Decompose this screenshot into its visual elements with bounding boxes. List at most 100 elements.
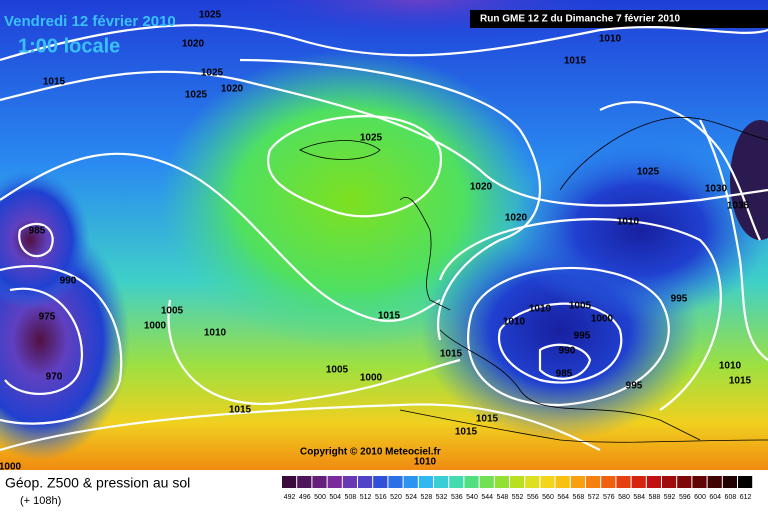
scale-swatch [631,476,646,488]
scale-swatch [449,476,464,488]
scale-swatch [297,476,312,488]
isobar-label: 1005 [569,301,592,312]
isobar-label: 1000 [591,314,614,325]
isobar-label: 1000 [144,321,167,332]
scale-label: 528 [421,494,433,501]
scale-swatch [707,476,722,488]
scale-swatch [677,476,692,488]
footer-title: Géop. Z500 & pression au sol [5,475,190,491]
map-date: Vendredi 12 février 2010 [4,13,176,30]
scale-label: 556 [527,494,539,501]
isobar-label: 975 [39,312,56,323]
isobar-label: 1025 [185,90,208,101]
isobar-label: 1005 [326,365,349,376]
isobar-label: 1025 [201,68,224,79]
scale-swatch [312,476,327,488]
scale-label: 608 [725,494,737,501]
scale-label: 544 [481,494,493,501]
scale-swatch [616,476,631,488]
scale-swatch [342,476,357,488]
scale-label: 580 [618,494,630,501]
scale-swatch [418,476,433,488]
scale-swatch [388,476,403,488]
isobar-label: 990 [60,276,77,287]
scale-label: 524 [405,494,417,501]
isobar-label: 1010 [719,361,742,372]
isobar-label: 995 [626,381,643,392]
scale-label: 492 [284,494,296,501]
map-background [0,0,768,470]
scale-label: 512 [360,494,372,501]
isobar-label: 1005 [161,306,184,317]
scale-swatch [494,476,509,488]
map-time: 1:00 locale [18,35,120,57]
scale-swatch [570,476,585,488]
isobar-label: 1015 [440,349,463,360]
isobar-label: 1020 [182,39,205,50]
scale-swatch [510,476,525,488]
isobar-label: 1010 [503,317,526,328]
scale-swatch [555,476,570,488]
isobar-label: 990 [559,346,576,357]
scale-label: 564 [557,494,569,501]
isobar-label: 1030 [705,184,728,195]
scale-label: 576 [603,494,615,501]
scale-label: 592 [664,494,676,501]
scale-label: 604 [709,494,721,501]
scale-swatch [373,476,388,488]
isobar-label: 1020 [505,213,528,224]
isobar-label: 1000 [360,373,383,384]
isobar-label: 1020 [470,182,493,193]
scale-label: 504 [329,494,341,501]
isobar-label: 1015 [455,427,478,438]
isobar-labels: 1025 1020 1025 1020 1025 1015 1025 1020 1020 1015… [0,10,752,473]
isobar-label: 1010 [414,457,437,468]
scale-label: 560 [542,494,554,501]
scale-swatch [692,476,707,488]
scale-swatch [646,476,661,488]
isobar-label: 1010 [529,304,552,315]
scale-label: 520 [390,494,402,501]
scale-swatch [525,476,540,488]
scale-swatch [282,476,297,488]
isobar-label: 1015 [476,414,499,425]
isobar-label: 1000 [0,462,22,473]
scale-label: 572 [588,494,600,501]
isobar-label: 970 [46,372,63,383]
isobar-label: 1025 [637,167,660,178]
footer-lead: (+ 108h) [20,495,61,507]
scale-swatch [434,476,449,488]
isobar-label: 995 [574,331,591,342]
isobar-label: 1010 [599,34,622,45]
scale-label: 588 [649,494,661,501]
scale-label: 600 [694,494,706,501]
isobar-label: 1010 [617,217,640,228]
scale-label: 532 [436,494,448,501]
scale-swatch [586,476,601,488]
isobar-label: 1010 [204,328,227,339]
scale-label: 516 [375,494,387,501]
isobar-label: 1015 [378,311,401,322]
scale-swatch [464,476,479,488]
scale-label: 496 [299,494,311,501]
scale-label: 540 [466,494,478,501]
isobars [0,24,768,452]
color-scale: 492 496 500 504 508 512 516 520 524 528 532 536 540 5… [282,476,753,501]
isobar-label: 1015 [229,405,252,416]
coastlines [299,116,768,443]
isobar-label: 985 [556,369,573,380]
scale-swatch [479,476,494,488]
isobar-label: 1015 [564,56,587,67]
scale-label: 508 [345,494,357,501]
scale-swatch [540,476,555,488]
isobar-label: 985 [29,226,46,237]
run-info: Run GME 12 Z du Dimanche 7 février 2010 [480,14,681,25]
scale-swatch [601,476,616,488]
scale-label: 500 [314,494,326,501]
isobar-label: 1020 [221,84,244,95]
scale-swatch [403,476,418,488]
isobar-label: 1035 [727,201,750,212]
scale-swatch [738,476,753,488]
scale-label: 584 [633,494,645,501]
